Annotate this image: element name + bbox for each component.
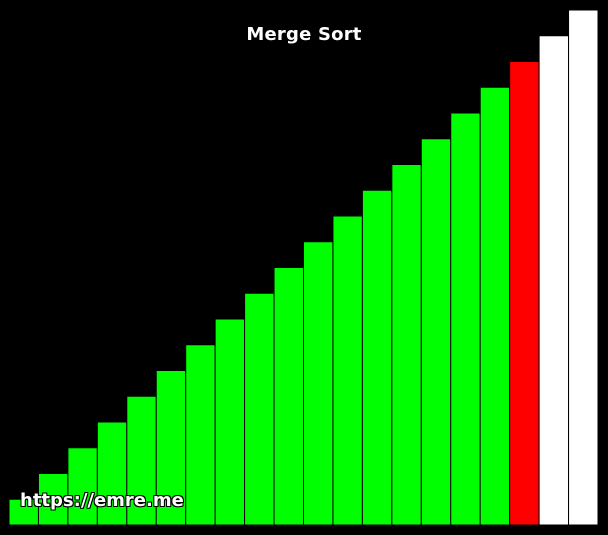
bar-17 (479, 86, 511, 526)
bar-20 (568, 9, 599, 526)
page-title: Merge Sort (246, 24, 362, 45)
bar-11 (303, 241, 334, 526)
bar-13 (361, 189, 393, 526)
bar-19 (538, 35, 570, 526)
bar-6 (155, 370, 187, 526)
bar-12 (332, 215, 363, 526)
bar-14 (391, 164, 422, 526)
watermark-link[interactable]: https://emre.me (20, 490, 184, 511)
bar-18 (509, 61, 540, 526)
bar-10 (273, 267, 304, 526)
bar-9 (244, 292, 275, 526)
bar-16 (450, 112, 481, 526)
bar-1 (8, 498, 39, 526)
bar-2 (37, 473, 69, 526)
bar-4 (96, 421, 128, 526)
bar-8 (214, 318, 246, 526)
bar-15 (420, 138, 452, 526)
bar-7 (185, 344, 216, 526)
bar-3 (67, 447, 98, 526)
